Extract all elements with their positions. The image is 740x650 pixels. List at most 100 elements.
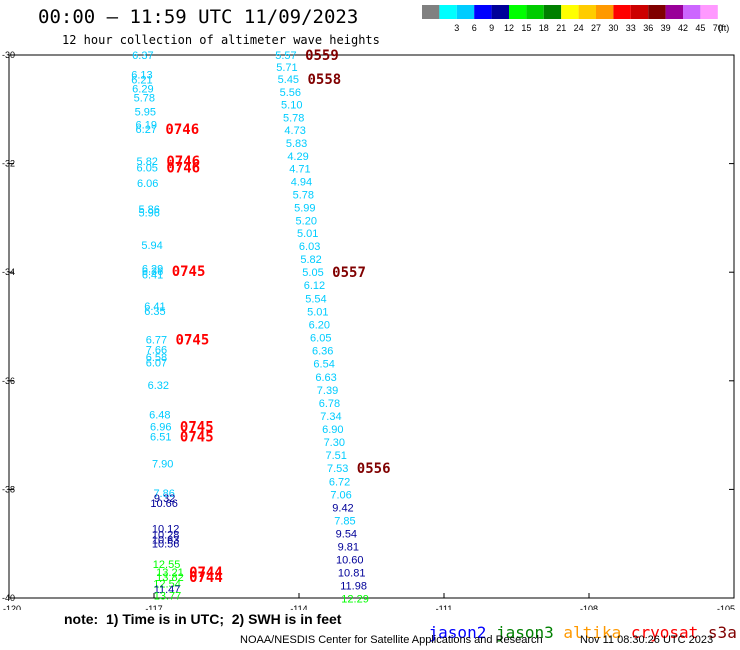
- legend-swatch: [665, 5, 683, 19]
- wave-height-label: 6.36: [312, 345, 333, 357]
- legend-swatch: [474, 5, 492, 19]
- credit-line: NOAA/NESDIS Center for Satellite Applica…: [240, 634, 543, 646]
- legend-swatch: [439, 5, 457, 19]
- wave-height-label: 6.96: [150, 421, 171, 433]
- legend-swatch: [578, 5, 596, 19]
- pass-time-label: 0745: [176, 333, 210, 349]
- wave-height-label: 7.06: [330, 489, 351, 501]
- color-legend: 3 6 9 12 15 18 21 24 27 30 33 36 39 42 45 70(ft): [422, 5, 729, 33]
- wave-height-label: 12.54: [153, 578, 181, 590]
- wave-height-label: 10.28: [152, 529, 180, 541]
- wave-height-label: 4.71: [289, 163, 310, 175]
- wave-height-label: 5.82: [137, 156, 158, 168]
- legend-label: 36: [643, 23, 653, 33]
- legend-label: 33: [626, 23, 636, 33]
- wave-height-label: 7.39: [317, 385, 338, 397]
- wave-height-label: 9.81: [338, 541, 359, 553]
- legend-swatch: [561, 5, 579, 19]
- wave-height-label: 10.12: [152, 523, 180, 535]
- satellite-label: altika: [563, 623, 622, 642]
- legend-label: 9: [489, 23, 494, 33]
- wave-height-label: 7.51: [326, 450, 347, 462]
- wave-height-label: 10.60: [336, 554, 364, 566]
- legend-label: 24: [574, 23, 584, 33]
- footnote: note: 1) Time is in UTC; 2) SWH is in fe…: [64, 611, 342, 627]
- legend-label: 70: [713, 23, 723, 33]
- wave-height-label: 6.58: [146, 352, 167, 364]
- wave-height-label: 5.10: [281, 99, 302, 111]
- wave-height-label: 5.83: [286, 138, 307, 150]
- wave-height-label: 6.51: [150, 432, 171, 444]
- legend-swatch: [543, 5, 562, 19]
- wave-height-label: 6.35: [144, 306, 165, 318]
- map-plot: -120 -117 -114 -111 -108 -105 -30 -32 -34 -36 -38 -…: [2, 48, 735, 610]
- wave-height-label: 6.19: [136, 120, 157, 132]
- satellite-legend: jason2 jason3 altika cryosat s3a: [390, 604, 737, 650]
- wave-height-label: 6.03: [299, 241, 320, 253]
- wave-height-label: 12.29: [341, 594, 369, 606]
- wave-height-label: 6.77: [146, 335, 167, 347]
- pass-time-label: 0745: [180, 430, 214, 446]
- wave-height-label: 5.45: [278, 74, 299, 86]
- wave-height-label: 6.32: [148, 380, 169, 392]
- legend-swatch: [596, 5, 614, 19]
- wave-height-label: 5.99: [294, 203, 315, 215]
- legend-label: 42: [678, 23, 688, 33]
- wave-height-label: 6.06: [137, 178, 158, 190]
- wave-height-label: 5.95: [135, 106, 156, 118]
- wave-height-label: 5.78: [134, 92, 155, 104]
- pass-time-label: 0746: [165, 122, 199, 138]
- pass-time-label: 0557: [332, 265, 366, 281]
- legend-swatch: [648, 5, 666, 19]
- x-tick-label: -117: [145, 604, 162, 610]
- satellite-label: s3a: [707, 623, 737, 642]
- pass-time-label: 0556: [357, 461, 391, 477]
- legend-swatch: [613, 5, 631, 19]
- y-tick-label: -36: [2, 376, 15, 386]
- y-tick-label: -30: [2, 50, 15, 60]
- wave-height-label: 4.29: [287, 151, 308, 163]
- legend-swatch: [491, 5, 509, 19]
- x-tick-label: -108: [580, 604, 598, 610]
- pass-time-label: 0745: [172, 264, 206, 280]
- legend-swatch: [526, 5, 544, 19]
- satellite-label: jason3: [495, 623, 554, 642]
- wave-height-label: 6.41: [142, 269, 163, 281]
- x-tick-label: -105: [717, 604, 735, 610]
- wave-height-label: 6.07: [146, 357, 167, 369]
- pass-time-label: 0744: [189, 570, 223, 586]
- legend-label: 39: [661, 23, 671, 33]
- wave-height-label: 4.73: [284, 125, 305, 137]
- legend-label: 45: [695, 23, 705, 33]
- wave-height-label: 5.94: [141, 240, 162, 252]
- wave-height-label: 5.01: [297, 228, 318, 240]
- y-tick-label: -32: [2, 159, 15, 169]
- wave-height-label: 7.53: [327, 463, 348, 475]
- generated-timestamp: Nov 11 08:30:26 UTC 2023: [580, 634, 714, 646]
- wave-height-label: 6.78: [319, 398, 340, 410]
- y-tick-label: -38: [2, 484, 15, 494]
- wave-height-label: 6.54: [313, 358, 334, 370]
- wave-height-label: 13.82: [156, 572, 184, 584]
- wave-height-label: 6.05: [310, 332, 331, 344]
- wave-height-label: 6.21: [131, 74, 152, 86]
- wave-height-label: 6.37: [132, 50, 153, 62]
- legend-unit: (ft): [718, 23, 729, 33]
- wave-height-label: 6.36: [142, 266, 163, 278]
- wave-height-label: 5.56: [280, 87, 301, 99]
- legend-swatch: [630, 5, 649, 19]
- wave-height-label: 6.13: [131, 70, 152, 82]
- wave-height-label: 5.96: [138, 207, 159, 219]
- wave-height-label: 6.20: [309, 319, 330, 331]
- legend-swatch: [700, 5, 718, 19]
- wave-height-label: 7.85: [334, 515, 355, 527]
- legend-label: 18: [539, 23, 549, 33]
- legend-swatch: [509, 5, 527, 19]
- wave-height-label: 6.29: [142, 263, 163, 275]
- wave-height-label: 4.94: [291, 177, 312, 189]
- legend-label: 27: [591, 23, 601, 33]
- legend-label: 12: [504, 23, 514, 33]
- wave-height-label: 7.34: [320, 411, 341, 423]
- wave-height-label: 10.63: [152, 534, 180, 546]
- wave-height-label: 5.78: [283, 112, 304, 124]
